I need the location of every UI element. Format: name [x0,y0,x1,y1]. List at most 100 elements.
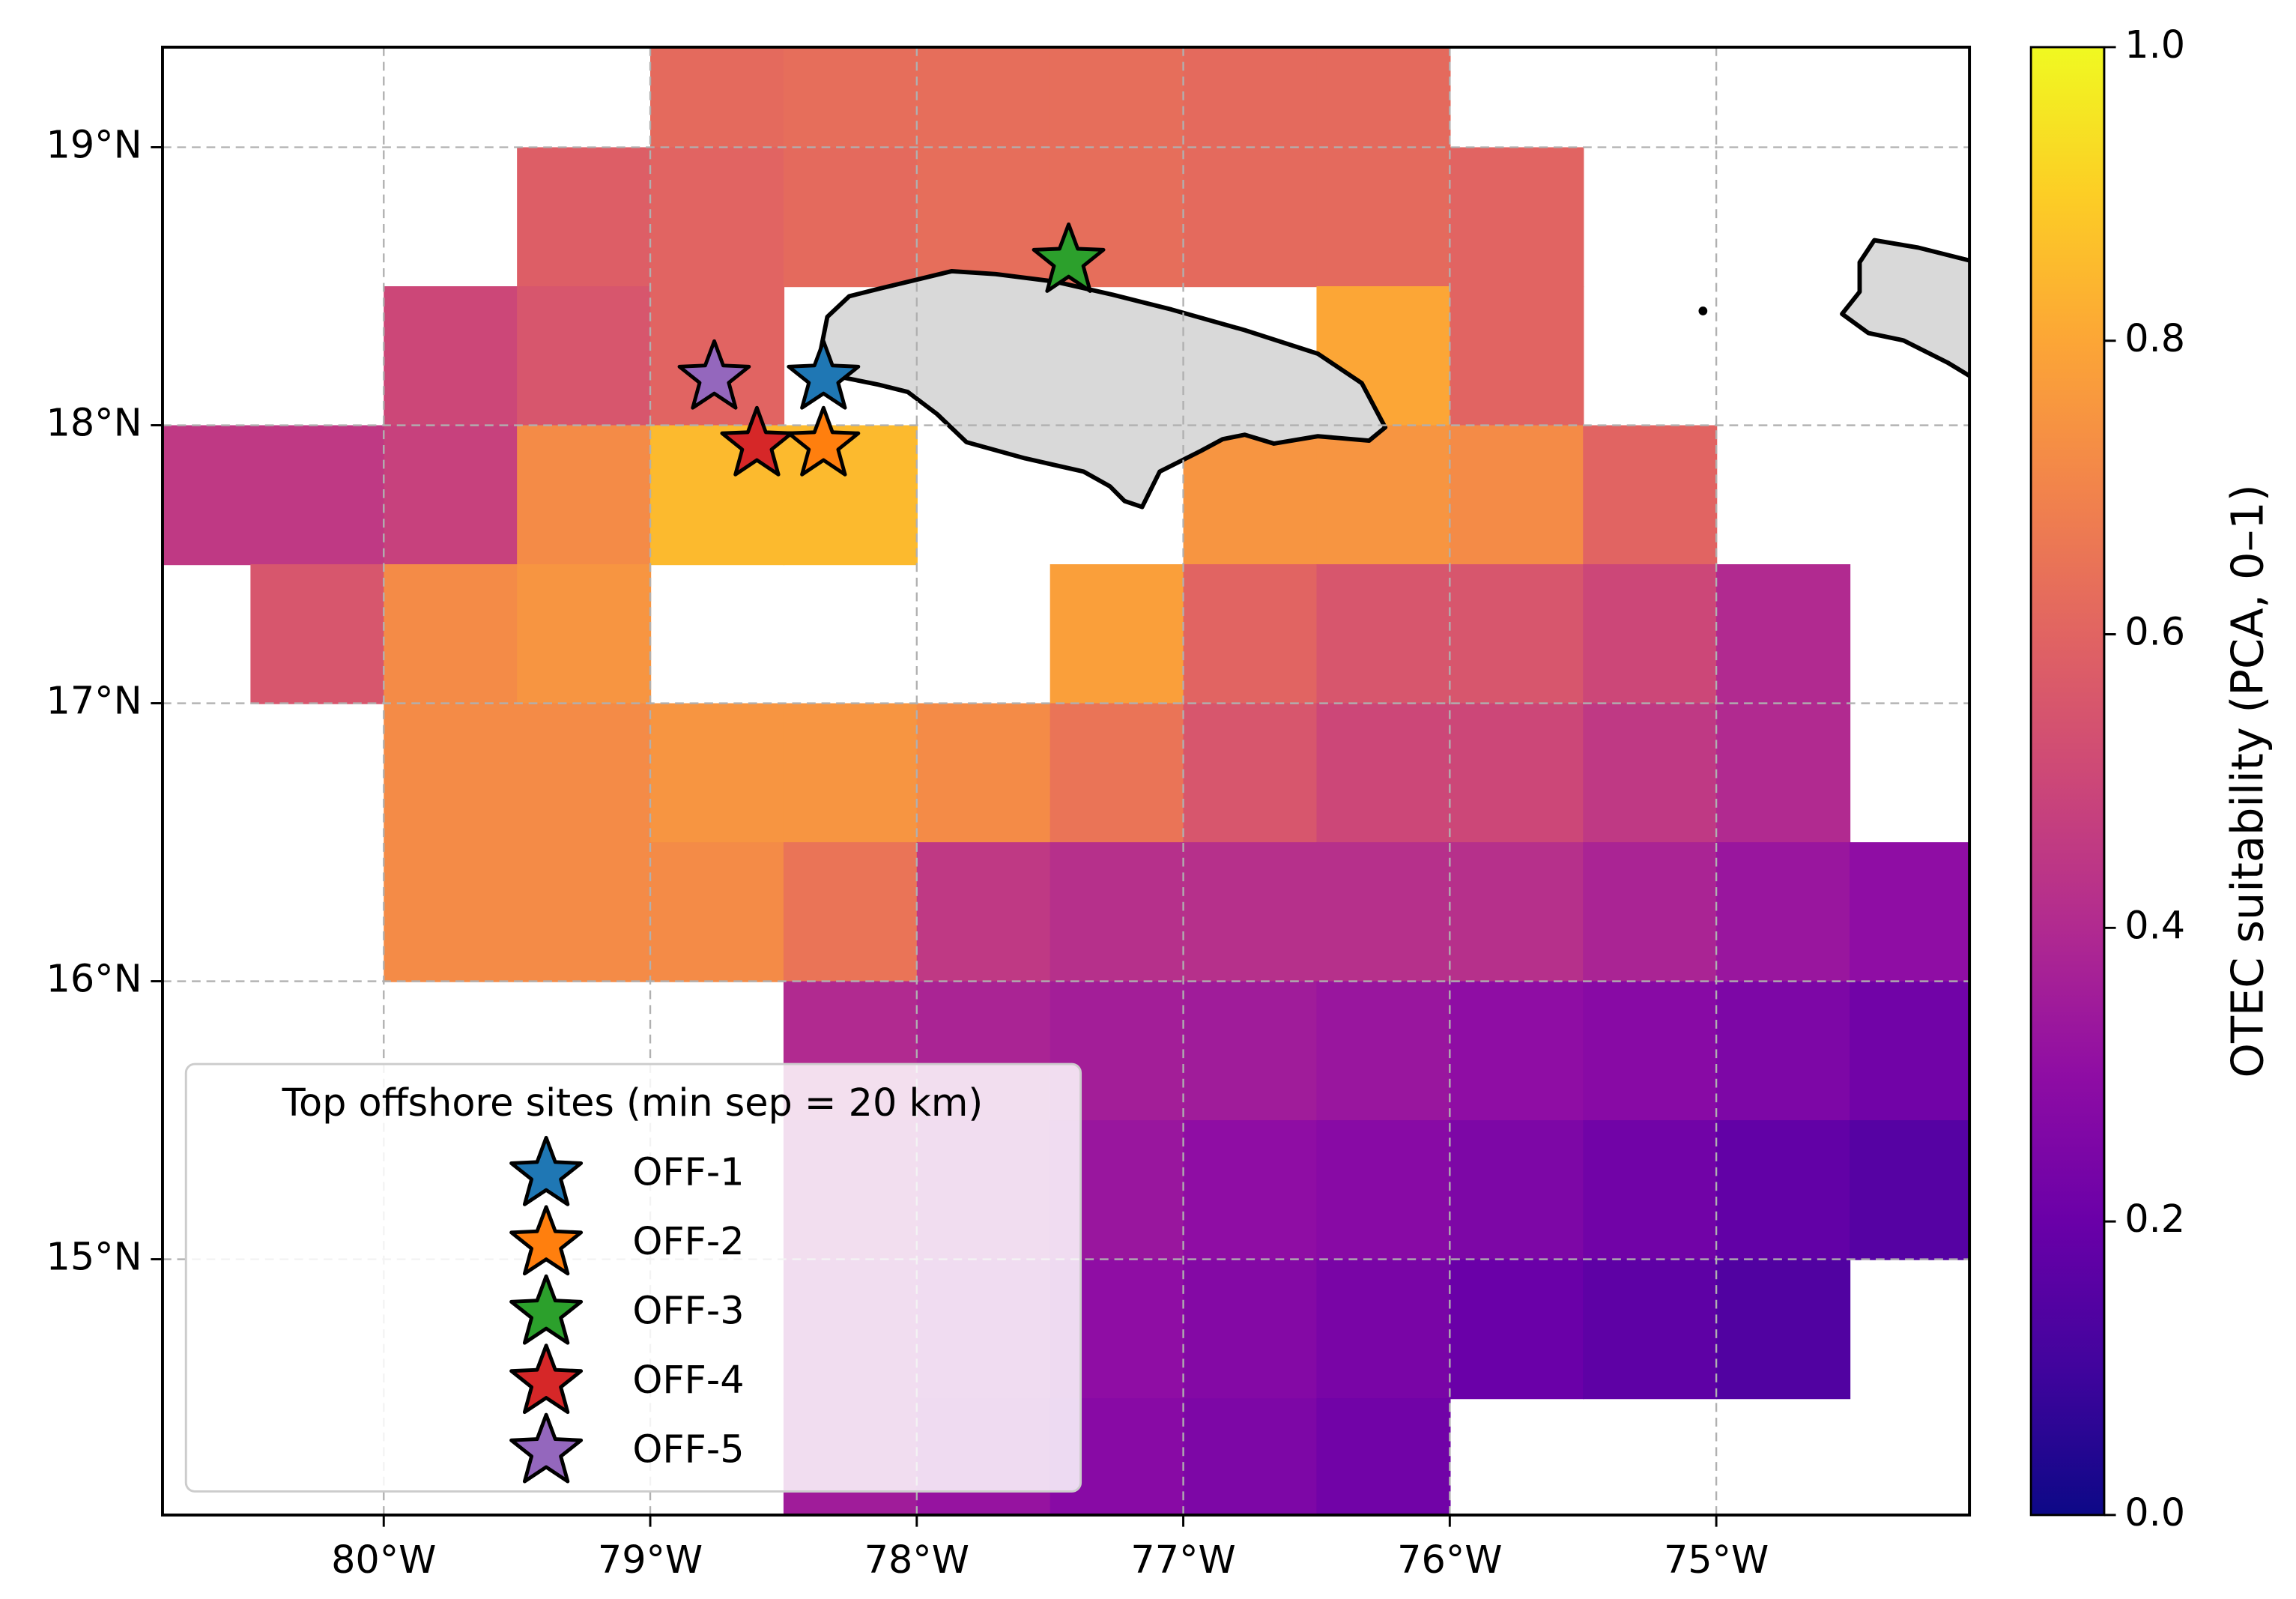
site-marker [720,405,794,477]
colorbar-tick-label: 0.4 [2124,904,2185,948]
cell [250,425,385,566]
heatmap [162,46,1970,1515]
y-tick-label: 18°N [46,401,142,445]
cell [1316,1398,1451,1515]
cell [1183,842,1318,982]
x-tick-label: 76°W [1397,1538,1502,1583]
colorbar-tick-label: 0.8 [2124,317,2185,361]
colorbar-tick-label: 0.0 [2124,1491,2185,1535]
land [817,238,1970,510]
cell [1316,425,1451,566]
cell [1583,1120,1718,1260]
cell [384,564,518,704]
cell [1450,842,1584,982]
x-tick-label: 80°W [331,1538,436,1583]
cell [1316,1120,1451,1260]
colorbar-tick-label: 0.6 [2124,610,2185,654]
legend-marker [509,1135,584,1206]
cell [916,46,1051,148]
hispaniola [1840,238,1970,378]
cell [1850,1120,1970,1260]
cell [783,46,918,148]
cell [1450,147,1584,288]
y-tick-label: 17°N [46,679,142,723]
legend-marker [509,1274,584,1345]
cell [916,147,1051,288]
site-marker [1032,222,1106,293]
cell [1183,1259,1318,1400]
cell [1049,703,1184,844]
cell [517,703,652,844]
colorbar-label: OTEC suitability (PCA, 0–1) [2222,484,2274,1077]
cell [650,46,785,148]
x-tick-label: 75°W [1664,1538,1769,1583]
cell [1183,703,1318,844]
cell [1450,425,1584,566]
cell [1183,1120,1318,1260]
legend-label: OFF-1 [632,1150,744,1194]
site-marker [787,405,861,477]
cell [1316,46,1451,148]
cell [1316,842,1451,982]
cell [1049,842,1184,982]
cell [1850,842,1970,982]
cell [650,147,785,288]
cell [162,425,252,566]
cell [1583,1259,1718,1400]
cell [384,286,518,426]
colorbar [2029,46,2106,1517]
cell [1583,425,1718,566]
cell [783,703,918,844]
cell [916,842,1051,982]
legend-label: OFF-4 [632,1358,744,1403]
cell [1049,564,1184,704]
cell [1316,981,1451,1122]
cell [1716,1120,1851,1260]
cell [1583,842,1718,982]
cell [517,286,652,426]
cell [517,147,652,288]
cell [384,842,518,982]
cell [1450,286,1584,426]
cell [384,703,518,844]
cell [1316,1259,1451,1400]
x-tick-label: 78°W [864,1538,969,1583]
cell [1183,564,1318,704]
cell [1850,981,1970,1122]
cell [1450,1259,1584,1400]
legend-marker [509,1205,584,1276]
cell [250,564,385,704]
cell [783,842,918,982]
cell [1183,1398,1318,1515]
y-tick-label: 19°N [46,123,142,167]
sites [677,222,1106,477]
cell [1583,703,1718,844]
cell [1716,1259,1851,1400]
cell [1716,981,1851,1122]
islet [1698,306,1708,315]
legend-box [184,1063,1082,1493]
cell [1583,981,1718,1122]
cell [1450,981,1584,1122]
legend-label: OFF-5 [632,1427,744,1472]
cell [517,425,652,566]
colorbar-tick-label: 0.2 [2124,1197,2185,1242]
cell [783,147,918,288]
legend-label: OFF-3 [632,1289,744,1333]
cell [916,703,1051,844]
legend-label: OFF-2 [632,1220,744,1264]
cell [1316,147,1451,288]
legend: Top offshore sites (min sep = 20 km) OFF… [184,1063,1082,1493]
cell [384,425,518,566]
y-tick-label: 15°N [46,1235,142,1279]
cell [1716,564,1851,704]
cell [517,564,652,704]
cell [1316,703,1451,844]
x-tick-label: 79°W [598,1538,703,1583]
cell [1183,46,1318,148]
x-tick-label: 77°W [1130,1538,1235,1583]
cell [1450,1120,1584,1260]
cell [1183,147,1318,288]
cell [1183,981,1318,1122]
